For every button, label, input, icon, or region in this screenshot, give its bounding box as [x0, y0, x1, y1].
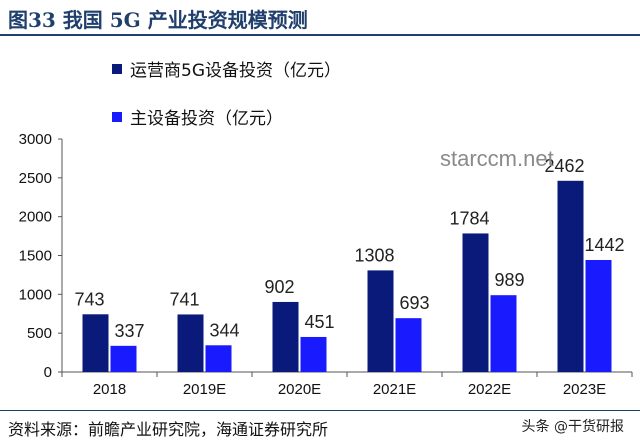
x-tick-label: 2019E — [183, 381, 226, 398]
source-divider — [0, 410, 640, 411]
bar-series-2 — [395, 318, 422, 372]
data-label-series-2: 989 — [494, 270, 524, 290]
data-label-series-1: 1308 — [354, 245, 394, 265]
source-note: 资料来源：前瞻产业研究院，海通证券研究所 — [8, 420, 329, 439]
bar-series-1 — [82, 314, 109, 372]
legend-swatch-main-equipment — [112, 111, 122, 122]
x-tick-label: 2022E — [468, 381, 511, 398]
bar-series-1 — [367, 270, 394, 372]
legend-item-main-equipment: 主设备投资（亿元） — [112, 104, 283, 129]
bar-series-1 — [272, 301, 299, 372]
x-tick-label: 2021E — [373, 381, 416, 398]
y-tick-label: 2500 — [19, 170, 52, 187]
y-tick-label: 1000 — [19, 286, 52, 303]
x-tick-label: 2018 — [93, 381, 126, 398]
title-divider — [0, 34, 640, 36]
bar-series-2 — [110, 345, 137, 372]
bar-series-2 — [585, 260, 612, 372]
bar-series-1 — [557, 180, 584, 372]
legend-swatch-operator — [112, 63, 122, 74]
data-label-series-2: 693 — [399, 293, 429, 313]
publisher-badge: 头条 @干货研报 — [517, 416, 628, 436]
y-tick-label: 2000 — [19, 209, 52, 226]
data-label-series-2: 344 — [209, 320, 239, 340]
data-label-series-2: 337 — [114, 321, 144, 341]
data-label-series-1: 2462 — [544, 156, 584, 176]
watermark: starccm.net — [440, 146, 554, 171]
data-label-series-2: 1442 — [584, 235, 624, 255]
y-tick-label: 500 — [27, 325, 52, 342]
data-label-series-1: 743 — [74, 289, 104, 309]
figure-title: 图33 我国 5G 产业投资规模预测 — [8, 8, 308, 32]
x-tick-label: 2020E — [278, 381, 321, 398]
legend-label-operator: 运营商5G设备投资（亿元） — [130, 61, 341, 81]
y-tick-label: 1500 — [19, 248, 52, 265]
bar-series-1 — [462, 233, 489, 372]
bar-series-1 — [177, 314, 204, 372]
x-tick-label: 2023E — [563, 381, 606, 398]
bar-series-2 — [490, 295, 517, 372]
y-tick-label: 0 — [44, 364, 52, 381]
data-label-series-1: 902 — [264, 277, 294, 297]
data-label-series-2: 451 — [304, 312, 334, 332]
legend-item-operator: 运营商5G设备投资（亿元） — [112, 56, 341, 81]
y-tick-label: 3000 — [19, 131, 52, 148]
data-label-series-1: 1784 — [449, 208, 489, 228]
bar-series-2 — [205, 345, 232, 372]
bar-series-2 — [300, 336, 327, 372]
legend-label-main-equipment: 主设备投资（亿元） — [130, 109, 283, 129]
data-label-series-1: 741 — [169, 289, 199, 309]
